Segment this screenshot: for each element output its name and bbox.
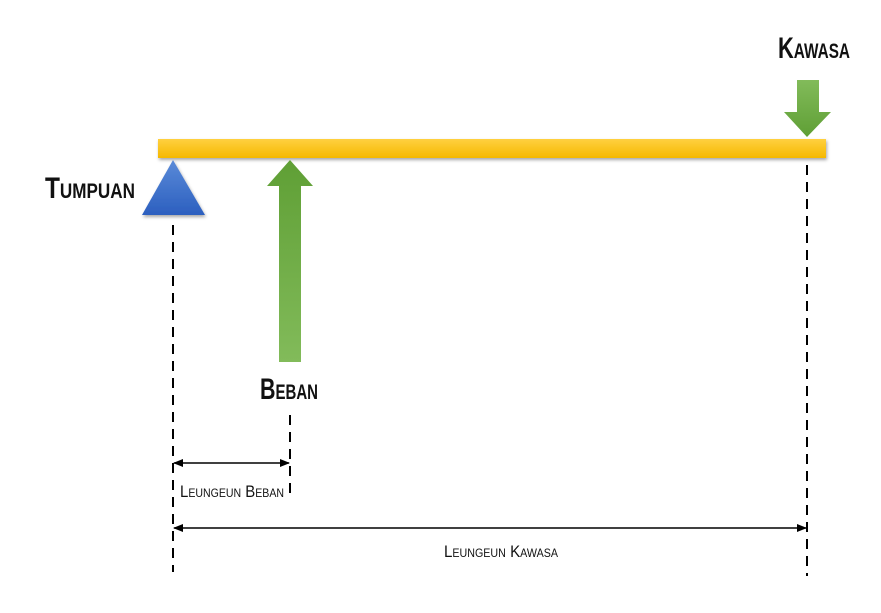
effort-arm-label: Leungeun Kawasa: [444, 542, 558, 561]
effort-label: Kawasa: [778, 32, 850, 65]
support-label: Tumpuan: [45, 172, 135, 205]
load-arm-label: Leungeun Beban: [180, 482, 284, 501]
load-label: Beban: [260, 373, 318, 406]
beam: [158, 139, 826, 158]
load-arrow-up: [267, 160, 313, 362]
support-triangle: [142, 160, 205, 215]
effort-arrow-down: [784, 80, 831, 137]
